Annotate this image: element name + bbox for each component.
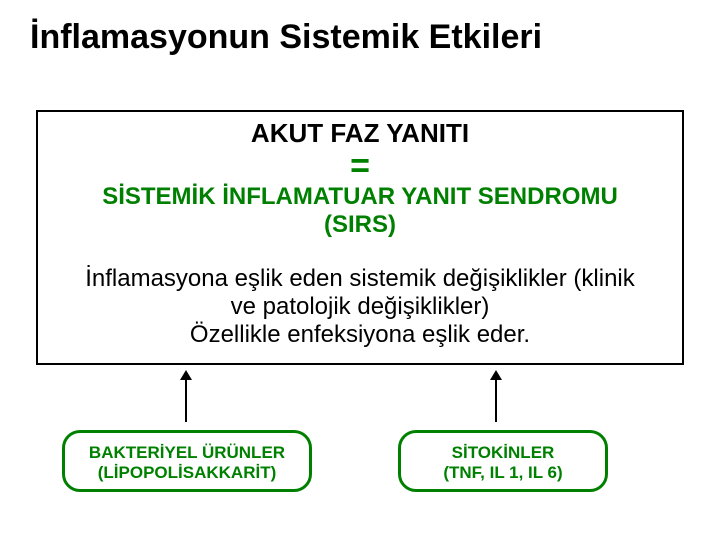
- definition-box: AKUT FAZ YANITI = SİSTEMİK İNFLAMATUAR Y…: [36, 110, 684, 365]
- sirs-heading-line1: SİSTEMİK İNFLAMATUAR YANIT SENDROMU: [50, 183, 670, 211]
- description-line2: ve patolojik değişiklikler): [50, 293, 670, 321]
- description-line1: İnflamasyona eşlik eden sistemik değişik…: [50, 265, 670, 293]
- arrow-up-right: [495, 378, 497, 422]
- arrow-up-left: [185, 378, 187, 422]
- cytokines-line1: SİTOKİNLER: [409, 443, 597, 463]
- description-line3: Özellikle enfeksiyona eşlik eder.: [50, 321, 670, 349]
- page-title: İnflamasyonun Sistemik Etkileri: [30, 18, 690, 57]
- bacterial-products-line1: BAKTERİYEL ÜRÜNLER: [73, 443, 301, 463]
- equals-sign: =: [50, 149, 670, 183]
- bacterial-products-box: BAKTERİYEL ÜRÜNLER (LİPOPOLİSAKKARİT): [62, 430, 312, 492]
- cytokines-box: SİTOKİNLER (TNF, IL 1, IL 6): [398, 430, 608, 492]
- sirs-heading-line2: (SIRS): [50, 211, 670, 239]
- akut-faz-heading: AKUT FAZ YANITI: [50, 118, 670, 149]
- bacterial-products-line2: (LİPOPOLİSAKKARİT): [73, 463, 301, 483]
- cytokines-line2: (TNF, IL 1, IL 6): [409, 463, 597, 483]
